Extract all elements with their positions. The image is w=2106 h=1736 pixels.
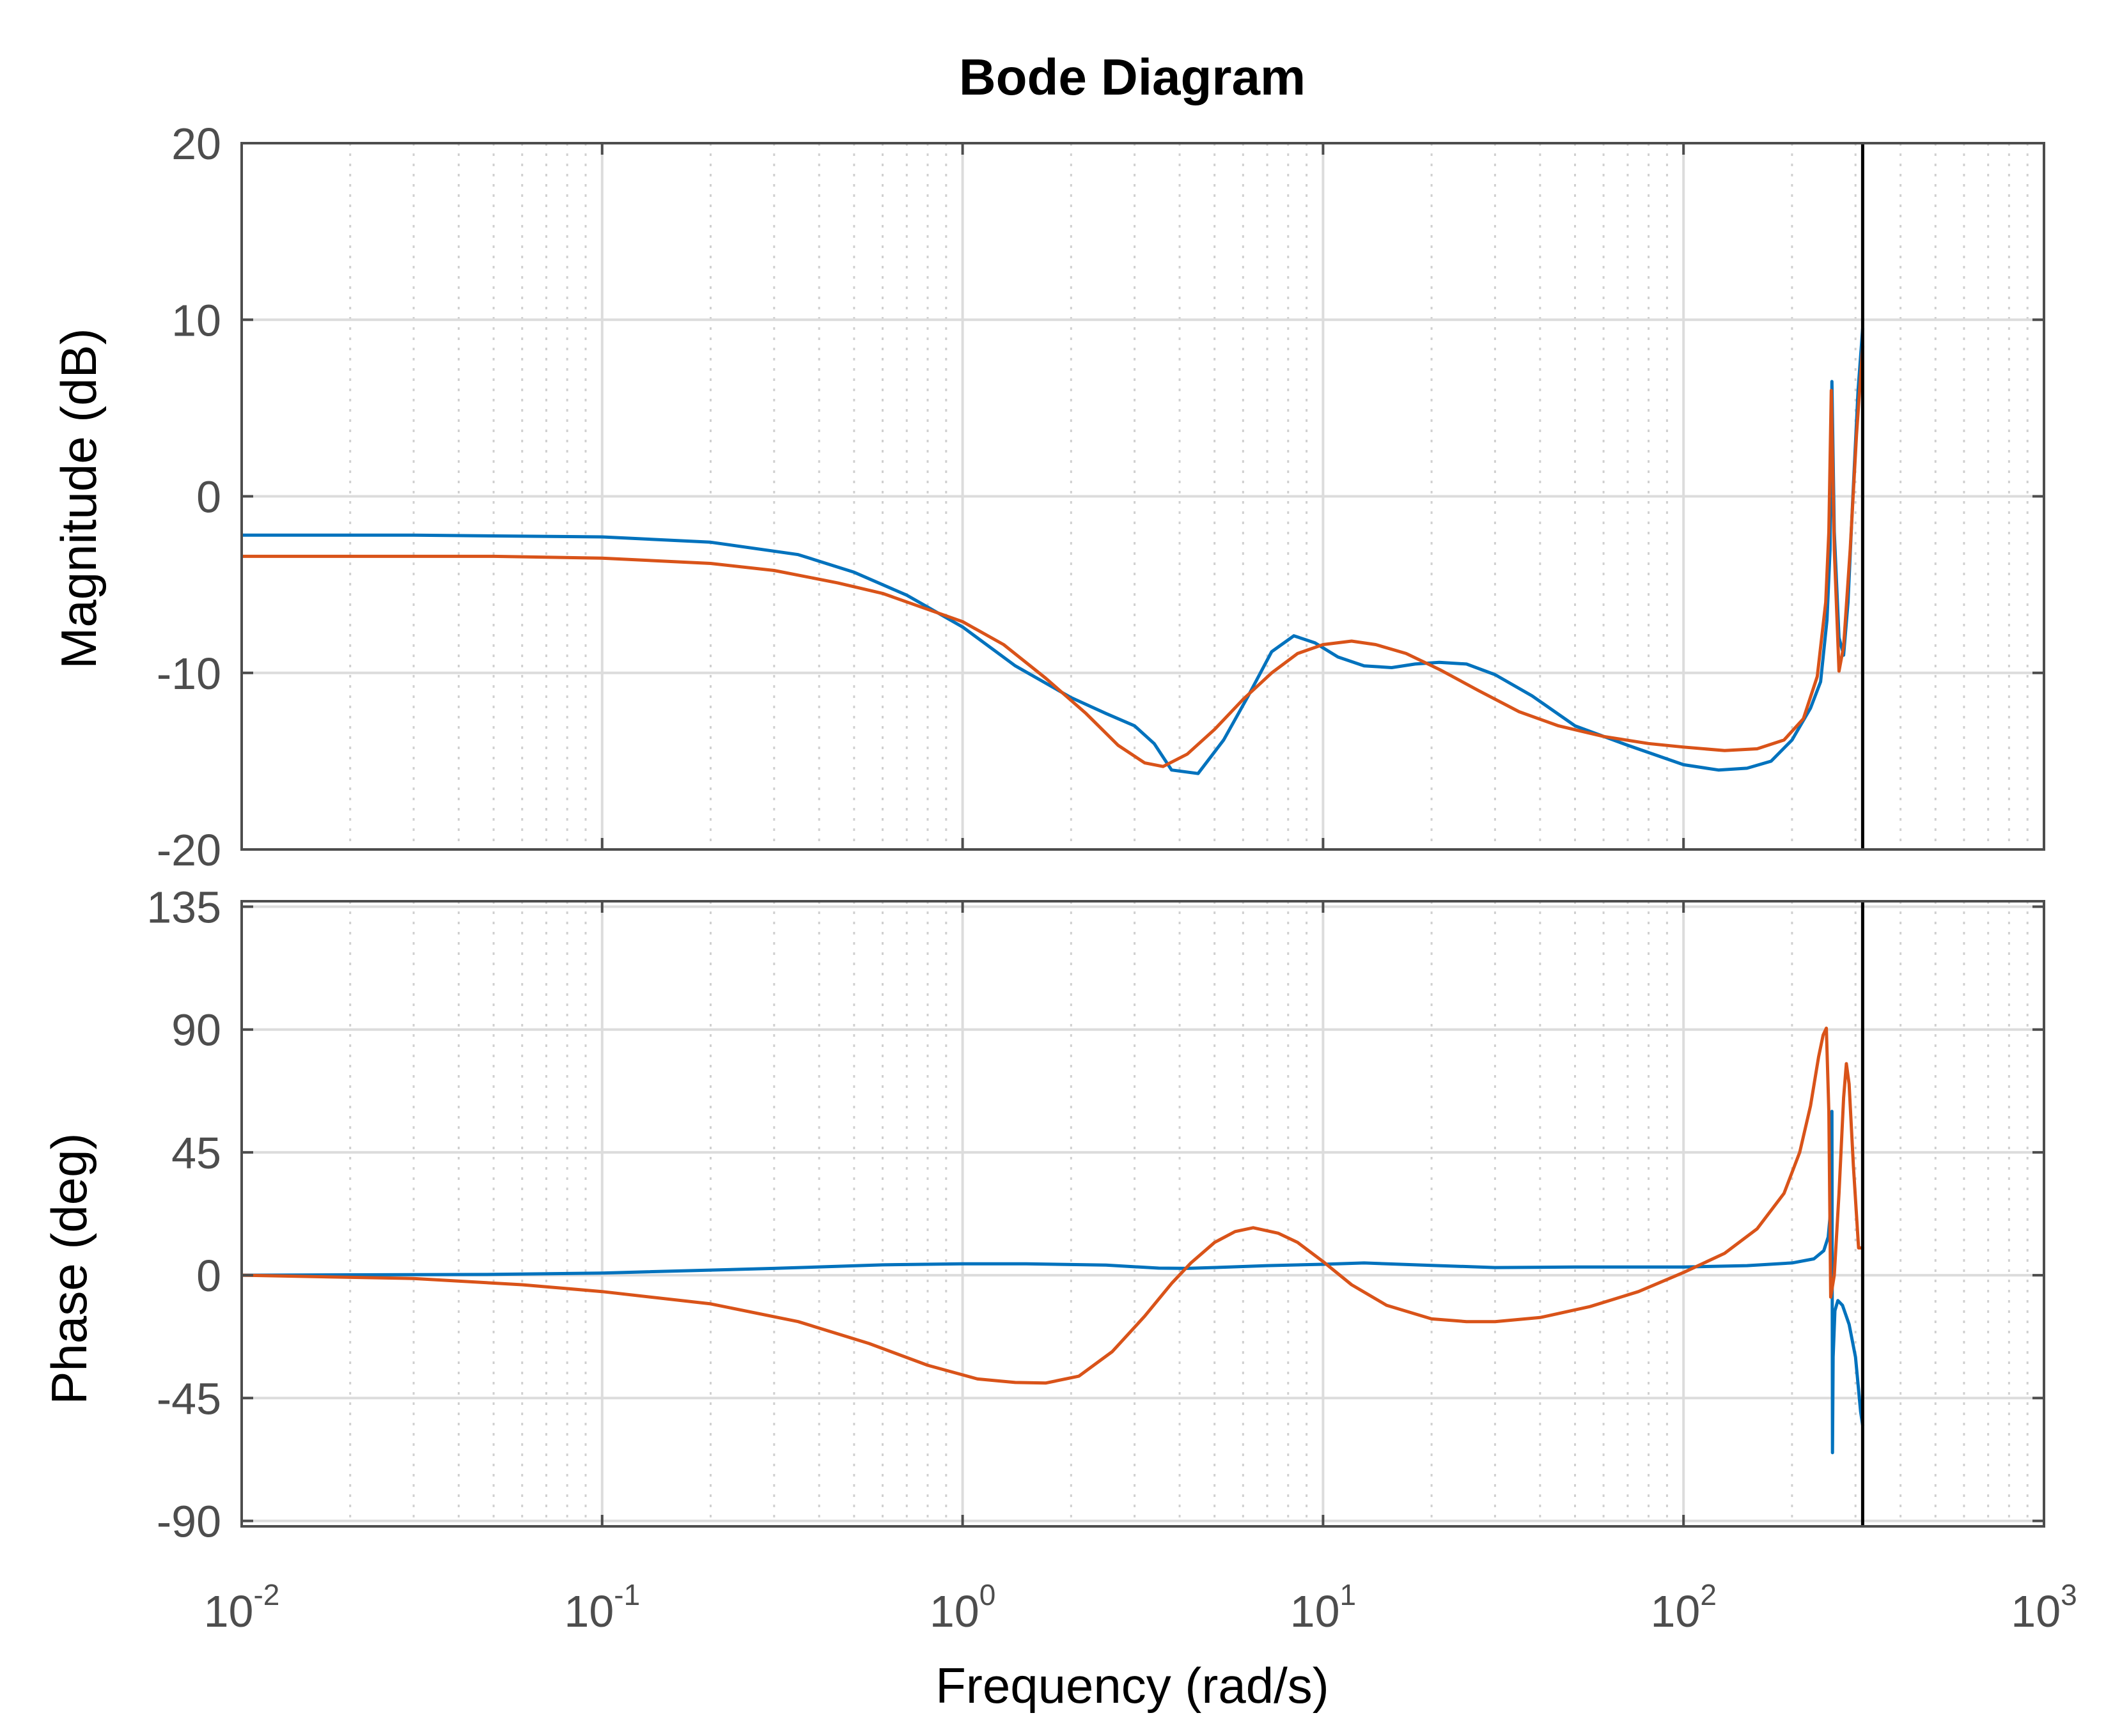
phase-y-tick-label: -45 [157,1374,221,1423]
x-tick-label: 10-2 [204,1578,280,1636]
phase-y-tick-label: 45 [171,1128,221,1178]
magnitude-y-tick-label: 20 [171,119,221,169]
magnitude-y-tick-label: 10 [171,295,221,345]
phase-axis-label: Phase (deg) [41,1133,97,1405]
x-tick-label: 102 [1650,1578,1716,1636]
phase-series-orange [242,1027,1864,1385]
phase-series [242,901,1864,1526]
chart-title: Bode Diagram [959,49,1306,105]
x-tick-label: 10-1 [564,1578,640,1636]
x-tick-label: 101 [1290,1578,1356,1636]
magnitude-series-orange [242,345,1864,768]
phase-tick-labels: 135 90 45 0 -45 -90 [146,883,221,1547]
x-tick-label: 100 [930,1578,995,1636]
magnitude-tick-labels: 20 10 0 -10 -20 [157,119,221,875]
magnitude-y-tick-label: 0 [196,472,221,522]
phase-panel: 135 90 45 0 -45 -90 Phase (deg) [41,883,2045,1547]
x-tick-label: 103 [2011,1578,2077,1636]
magnitude-axis-label: Magnitude (dB) [51,328,107,669]
frequency-tick-labels: 10-2 10-1 100 101 102 103 [204,1578,2077,1636]
magnitude-panel: 20 10 0 -10 -20 Magnitude (dB) [51,119,2045,875]
phase-axes-box [240,900,2045,1528]
phase-series-blue [242,1110,1864,1455]
magnitude-y-tick-label: -20 [157,825,221,875]
magnitude-series [242,143,1864,849]
magnitude-axes [240,142,2045,851]
phase-y-tick-label: 0 [196,1251,221,1301]
phase-y-tick-label: 135 [146,883,221,933]
frequency-axis-label: Frequency (rad/s) [935,1657,1329,1714]
magnitude-axes-box [240,142,2045,851]
phase-y-tick-label: -90 [157,1496,221,1546]
phase-y-tick-label: 90 [171,1005,221,1055]
magnitude-y-tick-label: -10 [157,649,221,699]
phase-axes [240,900,2045,1528]
